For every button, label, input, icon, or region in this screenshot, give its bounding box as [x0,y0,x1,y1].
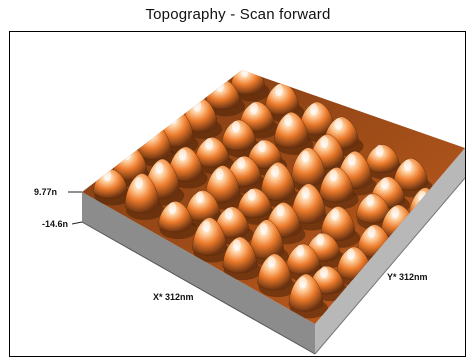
surface-bump-highlight [215,168,224,181]
surface-bump-highlight [329,169,338,182]
surface-bump-highlight [275,84,284,97]
surface-bump-highlight [320,136,329,149]
surface-bump-highlight [320,266,329,279]
surface-bump-highlight [301,187,310,200]
surface-bump-highlight [276,204,285,217]
surface-bump-highlight [259,223,268,236]
y-axis-label: Y* 312nm [387,272,428,282]
surface-bump [158,201,193,233]
surface-bump [257,253,292,291]
surface-bump-highlight [380,177,389,190]
surface-bump-highlight [178,148,187,161]
surface-bump-highlight [231,120,240,133]
base-side-left [82,192,315,354]
surface-bump [221,119,257,151]
surface-bump-highlight [298,276,307,289]
surface-bump-highlight [367,226,376,239]
surface-bump [192,217,227,256]
surface-bump [274,111,309,149]
surface-bump-highlight [249,102,258,115]
surface-bump [194,137,230,168]
surface-bump [124,173,160,214]
surface-bump-highlight [296,244,305,257]
surface-bump-highlight [316,233,325,246]
surface-bump-highlight [232,239,241,252]
surface-bump [237,188,272,219]
surface-bump-highlight [155,162,164,175]
plot-title: Topography - Scan forward [145,6,331,23]
surface-bump-highlight [240,70,249,78]
surface-bump-highlight [195,191,204,204]
surface-bump-highlight [257,140,266,153]
surface-bump-highlight [193,99,202,112]
surface-bump-highlight [347,153,356,166]
topography-3d-plot[interactable]: 9.77n -14.6n X* 312nm Y* 312nm [10,32,465,356]
surface-bump [356,193,391,224]
surface-bump-highlight [134,176,143,189]
surface-bump-highlight [284,114,293,127]
surface-bump [393,158,428,191]
surface-bump [288,273,324,312]
surface-bump-highlight [215,80,224,93]
surface-bump-highlight [309,103,318,116]
surface-bump-highlight [169,112,178,125]
surface-bump-highlight [205,137,214,150]
surface-bump [247,139,283,169]
surface-bump-highlight [375,144,384,157]
surface-bump-highlight [247,188,256,201]
surface-bump-highlight [224,207,233,220]
surface-bump [239,101,275,132]
z-min-label: -14.6n [42,219,68,229]
surface-bump-highlight [123,147,132,160]
surface-bump-highlight [391,206,400,219]
surface-bump [214,206,250,239]
x-axis-label: X* 312nm [153,292,194,302]
surface-bump-highlight [334,118,343,131]
surface-bump-highlight [168,202,177,215]
surface-bump-highlight [103,169,112,182]
base-side-right [315,148,465,354]
surface-bump [260,161,296,201]
surface-bump [320,206,356,242]
surface-bump-highlight [403,159,412,172]
surface-bump [205,165,240,203]
surface-bump-highlight [147,126,156,139]
plot-frame[interactable]: 9.77n -14.6n X* 312nm Y* 312nm [9,31,466,357]
surface-bump [291,183,326,224]
surface-bump-highlight [366,194,375,207]
surface-bump [222,236,258,274]
surface-bump [264,82,300,116]
surface-bump-highlight [267,256,276,269]
surface-bump [365,144,400,174]
surface-bump [168,146,203,182]
surface-bump-highlight [331,208,340,221]
surface-bump-highlight [202,220,211,233]
surface-bump-highlight [347,248,356,261]
surface-bump-highlight [271,165,280,178]
z-max-label: 9.77n [34,187,57,197]
surface-bump [319,167,354,203]
surface-bump-highlight [301,150,310,163]
surface-bump-highlight [237,156,246,169]
surface-bump [299,101,335,136]
